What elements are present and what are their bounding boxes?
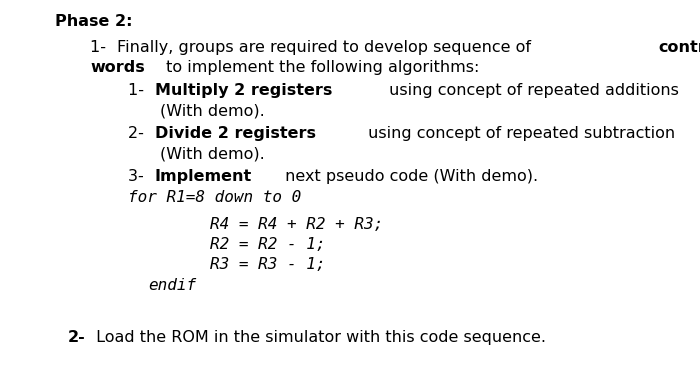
Text: for R1=8 down to 0: for R1=8 down to 0	[128, 190, 301, 205]
Text: (With demo).: (With demo).	[160, 103, 265, 118]
Text: 1-: 1-	[90, 40, 111, 55]
Text: 2-: 2-	[128, 126, 149, 141]
Text: Load the ROM in the simulator with this code sequence.: Load the ROM in the simulator with this …	[91, 330, 546, 345]
Text: Multiply 2 registers: Multiply 2 registers	[155, 83, 332, 98]
Text: Finally, groups are required to develop sequence of: Finally, groups are required to develop …	[118, 40, 536, 55]
Text: using concept of repeated additions: using concept of repeated additions	[384, 83, 679, 98]
Text: (With demo).: (With demo).	[160, 146, 265, 161]
Text: R4 = R4 + R2 + R3;: R4 = R4 + R2 + R3;	[210, 217, 384, 232]
Text: endif: endif	[148, 278, 196, 293]
Text: words: words	[90, 60, 145, 75]
Text: using concept of repeated subtraction: using concept of repeated subtraction	[363, 126, 675, 141]
Text: 2-: 2-	[68, 330, 85, 345]
Text: R3 = R3 - 1;: R3 = R3 - 1;	[210, 257, 326, 272]
Text: Divide 2 registers: Divide 2 registers	[155, 126, 316, 141]
Text: 1-: 1-	[128, 83, 149, 98]
Text: Phase 2:: Phase 2:	[55, 14, 132, 29]
Text: next pseudo code (With demo).: next pseudo code (With demo).	[281, 169, 538, 184]
Text: to implement the following algorithms:: to implement the following algorithms:	[160, 60, 479, 75]
Text: R2 = R2 - 1;: R2 = R2 - 1;	[210, 237, 326, 252]
Text: 3-: 3-	[128, 169, 149, 184]
Text: control: control	[658, 40, 700, 55]
Text: Implement: Implement	[155, 169, 252, 184]
